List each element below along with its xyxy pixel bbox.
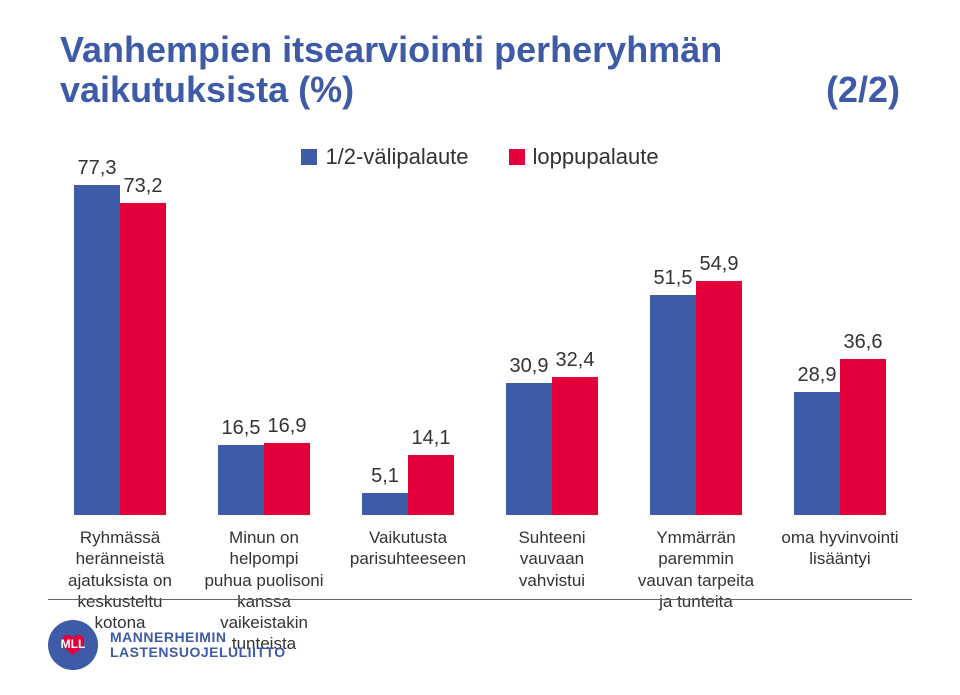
bar-value-label: 28,9 — [794, 364, 840, 387]
bar-s2: 16,9 — [264, 443, 310, 515]
slide: Vanhempien itsearviointi perheryhmän vai… — [0, 0, 960, 695]
legend-swatch-1 — [301, 149, 317, 165]
category-label: Suhteeni vauvaan vahvistui — [492, 527, 612, 655]
bar-s2: 73,2 — [120, 203, 166, 515]
bar-value-label: 32,4 — [552, 349, 598, 372]
legend-item-2: loppupalaute — [509, 144, 659, 170]
chart-title: Vanhempien itsearviointi perheryhmän vai… — [60, 30, 900, 109]
bar-value-label: 16,5 — [218, 417, 264, 440]
bar-value-label: 5,1 — [362, 465, 408, 488]
bar-group: 28,936,6 — [780, 185, 900, 515]
bar-group: 5,114,1 — [348, 185, 468, 515]
bar-s2: 54,9 — [696, 281, 742, 515]
bar-value-label: 77,3 — [74, 157, 120, 180]
bar-value-label: 16,9 — [264, 415, 310, 438]
legend-item-1: 1/2-välipalaute — [301, 144, 468, 170]
footer-logo: MLL MANNERHEIMIN LASTENSUOJELULIITTO — [48, 620, 286, 670]
bar-s1: 77,3 — [74, 185, 120, 515]
legend-label-1: 1/2-välipalaute — [325, 144, 468, 170]
bar-s1: 30,9 — [506, 383, 552, 515]
bar-s1: 28,9 — [794, 392, 840, 515]
legend-swatch-2 — [509, 149, 525, 165]
bar-value-label: 30,9 — [506, 355, 552, 378]
bar-s1: 51,5 — [650, 295, 696, 515]
bar-group: 16,516,9 — [204, 185, 324, 515]
title-line2: vaikutuksista (%) — [60, 69, 354, 110]
bar-group: 77,373,2 — [60, 185, 180, 515]
bar-value-label: 14,1 — [408, 427, 454, 450]
category-label: Vaikutusta parisuhteeseen — [348, 527, 468, 655]
bar-s1: 5,1 — [362, 493, 408, 515]
title-line1: Vanhempien itsearviointi perheryhmän — [60, 29, 722, 70]
bar-chart: 77,373,216,516,95,114,130,932,451,554,92… — [60, 185, 900, 515]
category-label: oma hyvinvointi lisääntyi — [780, 527, 900, 655]
bar-s2: 14,1 — [408, 455, 454, 515]
bar-group: 30,932,4 — [492, 185, 612, 515]
bar-value-label: 73,2 — [120, 175, 166, 198]
logo-text: MANNERHEIMIN LASTENSUOJELULIITTO — [110, 630, 286, 661]
bar-s2: 36,6 — [840, 359, 886, 515]
bar-s1: 16,5 — [218, 445, 264, 515]
bar-s2: 32,4 — [552, 377, 598, 515]
divider — [48, 599, 912, 600]
logo-line1: MANNERHEIMIN — [110, 629, 226, 645]
svg-text:MLL: MLL — [61, 637, 86, 651]
mll-logo-icon: MLL — [48, 620, 98, 670]
legend: 1/2-välipalaute loppupalaute — [60, 144, 900, 170]
page-indicator: (2/2) — [826, 70, 900, 110]
bar-group: 51,554,9 — [636, 185, 756, 515]
bar-value-label: 51,5 — [650, 267, 696, 290]
bar-value-label: 54,9 — [696, 253, 742, 276]
category-label: Ymmärrän paremmin vauvan tarpeita ja tun… — [636, 527, 756, 655]
legend-label-2: loppupalaute — [533, 144, 659, 170]
logo-line2: LASTENSUOJELULIITTO — [110, 644, 286, 660]
bar-value-label: 36,6 — [840, 331, 886, 354]
